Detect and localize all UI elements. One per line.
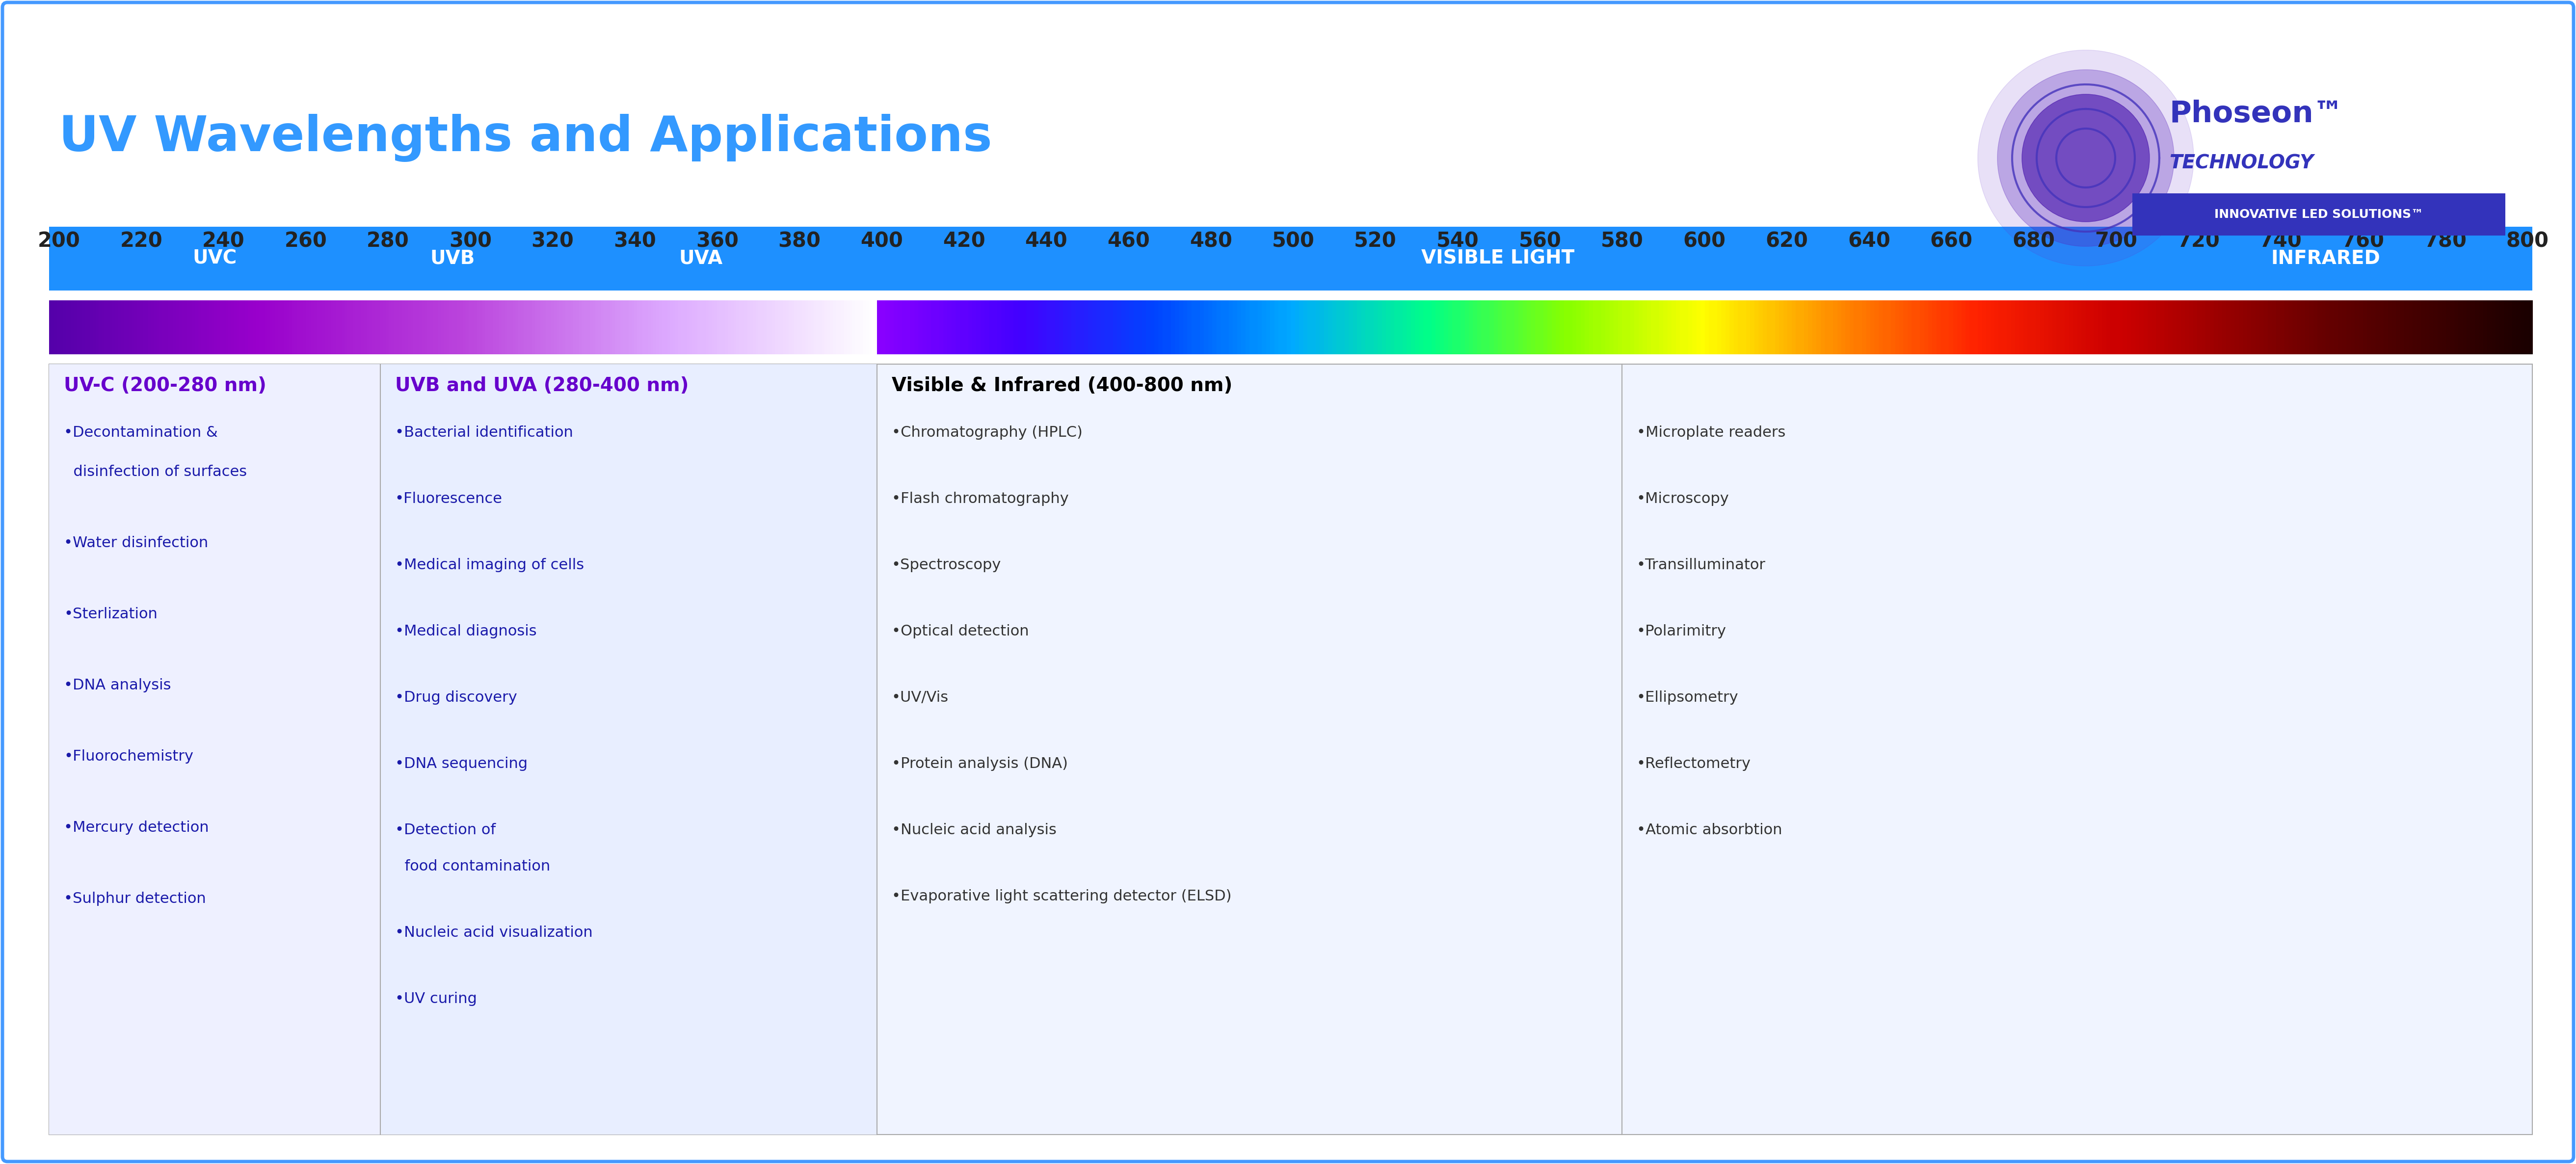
Text: INNOVATIVE LED SOLUTIONS™: INNOVATIVE LED SOLUTIONS™: [2215, 208, 2424, 220]
Text: •Fluorescence: •Fluorescence: [394, 491, 502, 506]
Text: •Microplate readers: •Microplate readers: [1636, 426, 1785, 440]
Text: •Spectroscopy: •Spectroscopy: [891, 558, 1002, 573]
Text: TECHNOLOGY: TECHNOLOGY: [2169, 154, 2313, 172]
Text: 680: 680: [2012, 232, 2056, 251]
Text: •Transilluminator: •Transilluminator: [1636, 558, 1765, 573]
Text: •Polarimitry: •Polarimitry: [1636, 624, 1726, 638]
Text: •Sulphur detection: •Sulphur detection: [64, 892, 206, 906]
Text: •Mercury detection: •Mercury detection: [64, 821, 209, 835]
Text: •Medical diagnosis: •Medical diagnosis: [394, 624, 536, 638]
Text: •Water disinfection: •Water disinfection: [64, 535, 209, 549]
Text: •Reflectometry: •Reflectometry: [1636, 757, 1752, 771]
Text: •Protein analysis (DNA): •Protein analysis (DNA): [891, 757, 1066, 771]
Text: 220: 220: [121, 232, 162, 251]
FancyBboxPatch shape: [381, 364, 876, 1135]
Text: •Decontamination &: •Decontamination &: [64, 426, 219, 440]
Text: 580: 580: [1600, 232, 1643, 251]
Text: 800: 800: [2506, 232, 2548, 251]
Text: •UV curing: •UV curing: [394, 992, 477, 1006]
Text: UV Wavelengths and Applications: UV Wavelengths and Applications: [59, 114, 992, 162]
Text: •Atomic absorbtion: •Atomic absorbtion: [1636, 823, 1783, 837]
Text: 600: 600: [1682, 232, 1726, 251]
Text: •Ellipsometry: •Ellipsometry: [1636, 690, 1739, 704]
Text: 560: 560: [1520, 232, 1561, 251]
Text: •Drug discovery: •Drug discovery: [394, 690, 518, 704]
Text: 420: 420: [943, 232, 984, 251]
Text: •DNA sequencing: •DNA sequencing: [394, 757, 528, 771]
Text: •Nucleic acid visualization: •Nucleic acid visualization: [394, 925, 592, 939]
Text: 320: 320: [531, 232, 574, 251]
Text: 440: 440: [1025, 232, 1066, 251]
Text: •Bacterial identification: •Bacterial identification: [394, 426, 572, 440]
Text: 460: 460: [1108, 232, 1149, 251]
FancyBboxPatch shape: [49, 364, 2532, 1135]
Text: •Flash chromatography: •Flash chromatography: [891, 491, 1069, 506]
Text: 340: 340: [613, 232, 657, 251]
Text: •Sterlization: •Sterlization: [64, 606, 157, 622]
Text: 660: 660: [1929, 232, 1973, 251]
Text: •DNA analysis: •DNA analysis: [64, 679, 170, 693]
Circle shape: [1978, 50, 2195, 265]
Text: UV-C (200-280 nm): UV-C (200-280 nm): [64, 376, 265, 395]
Text: •Fluorochemistry: •Fluorochemistry: [64, 750, 193, 764]
Text: 300: 300: [448, 232, 492, 251]
Text: 480: 480: [1190, 232, 1231, 251]
Text: •Optical detection: •Optical detection: [891, 624, 1028, 638]
FancyBboxPatch shape: [2133, 193, 2506, 235]
Text: Phoseon™: Phoseon™: [2169, 99, 2344, 128]
Text: 760: 760: [2342, 232, 2385, 251]
FancyBboxPatch shape: [49, 364, 381, 1135]
Text: Visible & Infrared (400-800 nm): Visible & Infrared (400-800 nm): [891, 376, 1231, 395]
Text: 240: 240: [201, 232, 245, 251]
Text: •Nucleic acid analysis: •Nucleic acid analysis: [891, 823, 1056, 837]
Text: 620: 620: [1765, 232, 1808, 251]
Text: 700: 700: [2094, 232, 2138, 251]
Text: •Medical imaging of cells: •Medical imaging of cells: [394, 558, 585, 573]
Text: INFRARED: INFRARED: [2269, 249, 2380, 268]
Text: 400: 400: [860, 232, 904, 251]
Text: 200: 200: [39, 232, 80, 251]
Text: UVC: UVC: [193, 249, 237, 268]
Circle shape: [1996, 70, 2174, 247]
Text: UVB: UVB: [430, 249, 474, 268]
Text: food contamination: food contamination: [394, 859, 551, 874]
Text: VISIBLE LIGHT: VISIBLE LIGHT: [1422, 249, 1574, 268]
Text: 720: 720: [2177, 232, 2221, 251]
Text: UVA: UVA: [680, 249, 724, 268]
Circle shape: [2022, 94, 2148, 222]
Text: 360: 360: [696, 232, 739, 251]
Text: •UV/Vis: •UV/Vis: [891, 690, 948, 704]
Text: 260: 260: [283, 232, 327, 251]
Text: UVB and UVA (280-400 nm): UVB and UVA (280-400 nm): [394, 376, 688, 395]
Text: 740: 740: [2259, 232, 2303, 251]
FancyBboxPatch shape: [49, 227, 2532, 291]
Text: 280: 280: [366, 232, 410, 251]
Text: 640: 640: [1847, 232, 1891, 251]
Text: 540: 540: [1437, 232, 1479, 251]
Text: •Evaporative light scattering detector (ELSD): •Evaporative light scattering detector (…: [891, 889, 1231, 903]
Text: 780: 780: [2424, 232, 2465, 251]
Text: disinfection of surfaces: disinfection of surfaces: [64, 464, 247, 478]
Text: 380: 380: [778, 232, 822, 251]
FancyBboxPatch shape: [3, 2, 2573, 1162]
Text: •Microscopy: •Microscopy: [1636, 491, 1728, 506]
Text: •Detection of: •Detection of: [394, 823, 495, 837]
Text: 500: 500: [1273, 232, 1314, 251]
Text: 520: 520: [1355, 232, 1396, 251]
Text: •Chromatography (HPLC): •Chromatography (HPLC): [891, 426, 1082, 440]
